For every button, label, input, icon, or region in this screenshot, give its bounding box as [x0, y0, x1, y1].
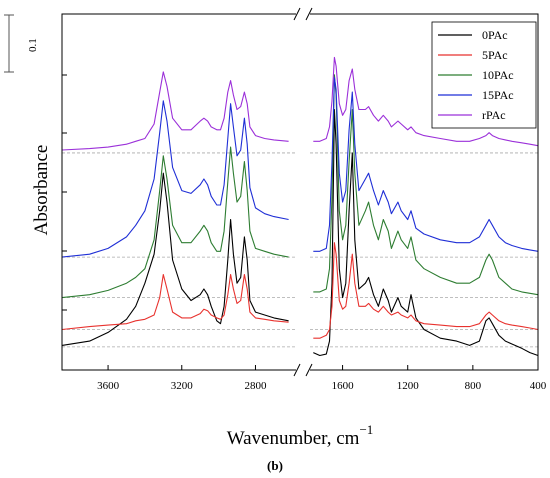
x-tick-label: 2800 [244, 380, 267, 392]
x-tick-label: 800 [465, 380, 482, 392]
series-layer [61, 56, 539, 357]
axis-break-mark [293, 363, 301, 377]
series-line-rPAc-right [313, 56, 539, 147]
series-line-rPAc-left [61, 71, 289, 151]
x-ticks: 3600 3200 2800 1600 1200 800 400 [97, 365, 547, 392]
axis-break-mark [305, 7, 313, 21]
x-tick-label: 3600 [97, 380, 120, 392]
baseline-grid [62, 152, 538, 348]
series-line-5PAc-right [313, 242, 539, 339]
y-axis-title: Absorbance [31, 145, 52, 236]
axis-break-mark [293, 7, 301, 21]
x-tick-label: 400 [530, 380, 547, 392]
x-axis-title-superscript: −1 [359, 422, 373, 437]
legend-label-10PAc: 10PAc [482, 68, 514, 82]
x-tick-label: 1200 [397, 380, 420, 392]
scale-bar-label: 0.1 [27, 38, 39, 52]
legend: 0PAc 5PAc 10PAc 15PAc rPAc [431, 21, 537, 129]
axis-break-gap [296, 364, 310, 376]
x-axis-title-text: Wavenumber, cm [227, 428, 360, 449]
axis-break-gap-top [296, 8, 310, 20]
series-line-0PAc-left [61, 172, 289, 346]
series-line-0PAc-right [313, 108, 539, 357]
x-tick-label: 1600 [332, 380, 355, 392]
series-line-5PAc-left [61, 273, 289, 331]
scale-bar [4, 14, 14, 73]
legend-label-rPAc: rPAc [482, 108, 506, 122]
legend-label-5PAc: 5PAc [482, 48, 508, 62]
figure-caption: (b) [267, 458, 283, 473]
series-line-10PAc-left [61, 146, 289, 299]
series-line-10PAc-right [313, 74, 539, 296]
legend-label-15PAc: 15PAc [482, 88, 514, 102]
legend-label-0PAc: 0PAc [482, 28, 508, 42]
x-axis-title: Wavenumber, cm−1 [227, 422, 374, 449]
series-line-15PAc-right [313, 77, 539, 252]
series-line-15PAc-left [61, 100, 289, 258]
x-tick-label: 3200 [171, 380, 194, 392]
axis-break-mark [305, 363, 313, 377]
